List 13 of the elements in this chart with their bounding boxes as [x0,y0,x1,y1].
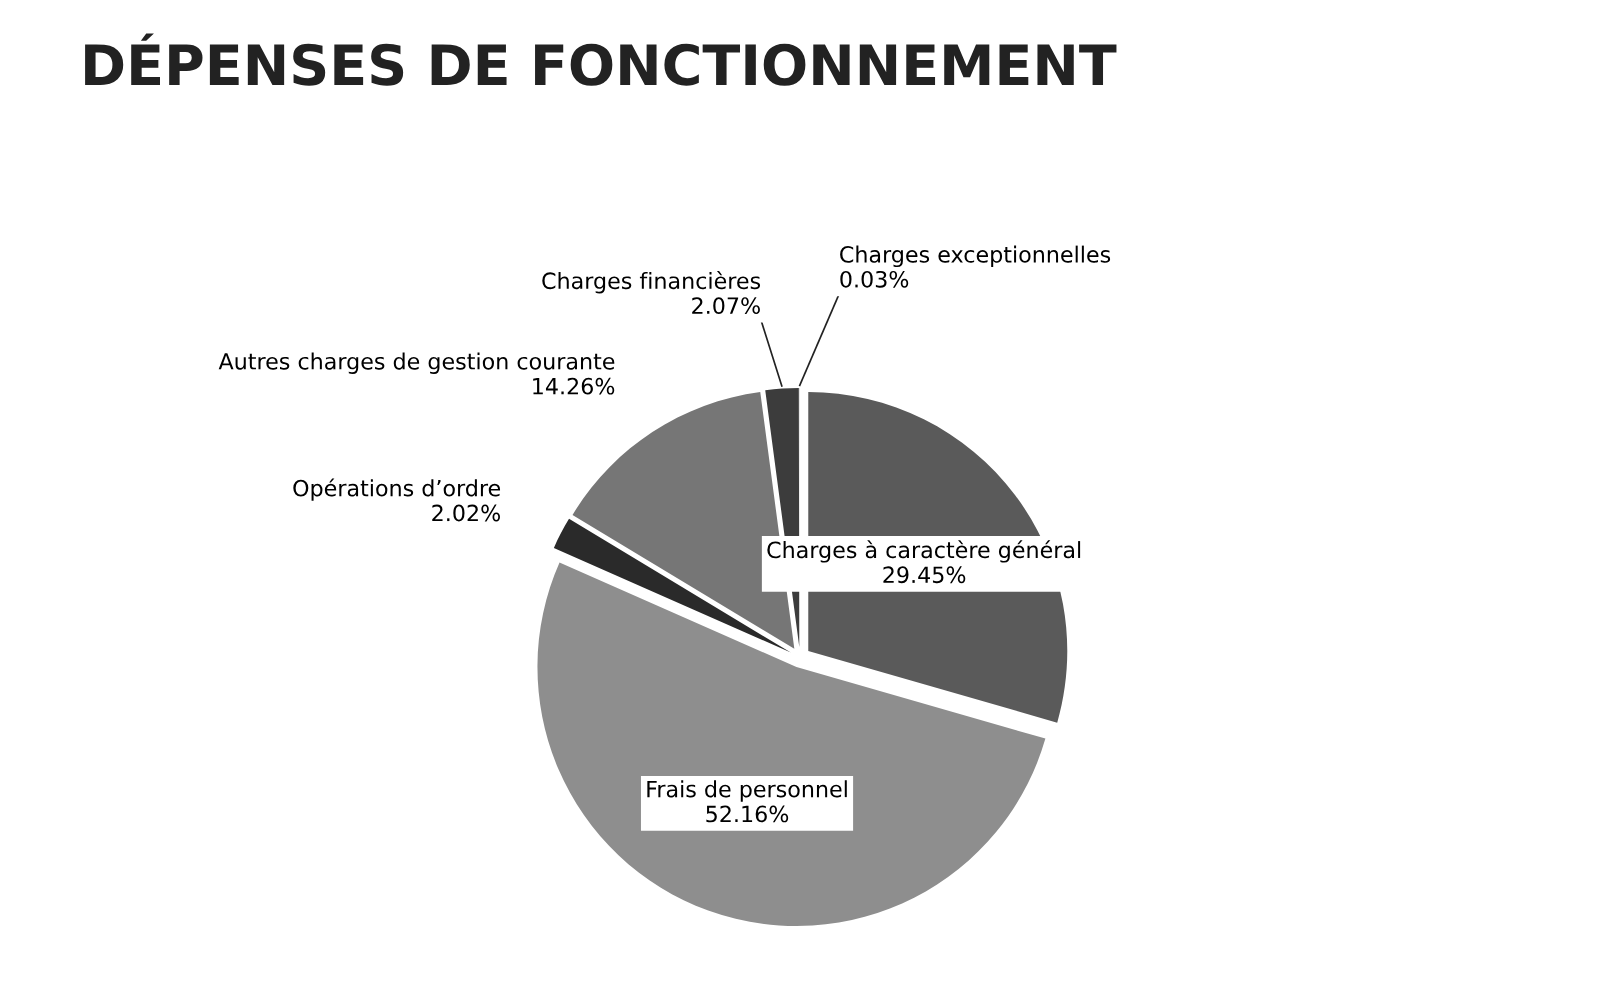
data-label: 2.02% [432,504,500,522]
slice-label: Opérations d’ordre [293,478,501,501]
slice-label: Charges à caractère général [767,540,1081,563]
slice-label: Autres charges de gestion courante [218,352,615,374]
chart-title: DÉPENSES DE FONCTIONNEMENT [85,33,1117,86]
slice-label: Charges exceptionnelles [840,245,1111,268]
data-label: 52.16% [706,805,789,823]
slice-label: Frais de personnel [647,780,847,802]
slice-label: Charges financières [542,271,761,294]
data-label: 14.26% [533,377,615,395]
data-label: 2.07% [692,297,760,315]
data-label: 0.03% [840,270,909,288]
data-label: 29.45% [883,566,966,584]
